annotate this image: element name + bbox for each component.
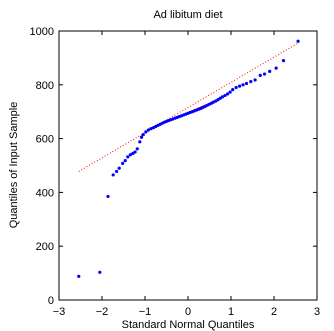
data-point xyxy=(121,161,125,165)
data-point xyxy=(77,274,81,278)
x-tick-label: 1 xyxy=(228,306,234,318)
y-tick-label: 200 xyxy=(36,241,54,253)
data-point xyxy=(139,135,144,139)
data-point xyxy=(268,69,272,73)
y-tick-label: 800 xyxy=(36,80,54,92)
chart-title: Ad libitum diet xyxy=(153,9,222,21)
reference-line-extended xyxy=(78,42,299,172)
x-tick-label: −1 xyxy=(139,306,152,318)
x-tick-label: 0 xyxy=(185,306,191,318)
data-point xyxy=(123,159,127,163)
x-axis-ticks: −3 −2 −1 0 1 2 3 xyxy=(53,31,320,318)
y-axis-label: Quantiles of Input Sample xyxy=(8,102,20,229)
data-point xyxy=(249,79,253,84)
x-tick-label: 2 xyxy=(271,306,277,318)
y-tick-label: 0 xyxy=(48,295,54,307)
data-point xyxy=(223,93,227,98)
data-point xyxy=(296,39,300,43)
data-point xyxy=(238,84,242,88)
data-point xyxy=(138,140,142,144)
data-point xyxy=(231,88,235,92)
data-point xyxy=(225,92,230,96)
data-point xyxy=(115,169,119,174)
data-point xyxy=(274,66,278,70)
plot-area xyxy=(58,30,318,301)
data-point xyxy=(111,173,115,177)
data-point xyxy=(128,153,132,157)
data-point xyxy=(117,166,121,170)
data-point xyxy=(135,147,139,151)
data-point xyxy=(234,85,238,90)
y-tick-label: 600 xyxy=(36,134,54,146)
data-point xyxy=(253,78,257,82)
x-tick-label: 3 xyxy=(314,306,320,318)
y-tick-label: 1000 xyxy=(30,26,54,38)
data-point xyxy=(126,155,130,159)
data-point xyxy=(262,72,267,76)
data-point xyxy=(141,132,145,137)
data-point xyxy=(106,194,110,199)
data-point xyxy=(133,150,137,154)
data-point xyxy=(244,81,249,86)
x-tick-label: −2 xyxy=(96,306,109,318)
data-point xyxy=(220,95,224,99)
data-point xyxy=(228,90,232,94)
data-point xyxy=(241,83,245,87)
data-point xyxy=(144,130,148,134)
x-axis-label: Standard Normal Quantiles xyxy=(122,319,255,331)
data-point xyxy=(149,127,153,131)
data-point xyxy=(258,73,262,77)
x-tick-label: −3 xyxy=(53,306,66,318)
data-point xyxy=(98,270,102,274)
y-tick-label: 400 xyxy=(36,187,54,199)
y-axis-ticks: 0 200 400 600 800 1000 xyxy=(30,26,317,307)
data-point xyxy=(281,58,286,63)
data-points xyxy=(77,39,300,278)
data-point xyxy=(146,128,151,132)
